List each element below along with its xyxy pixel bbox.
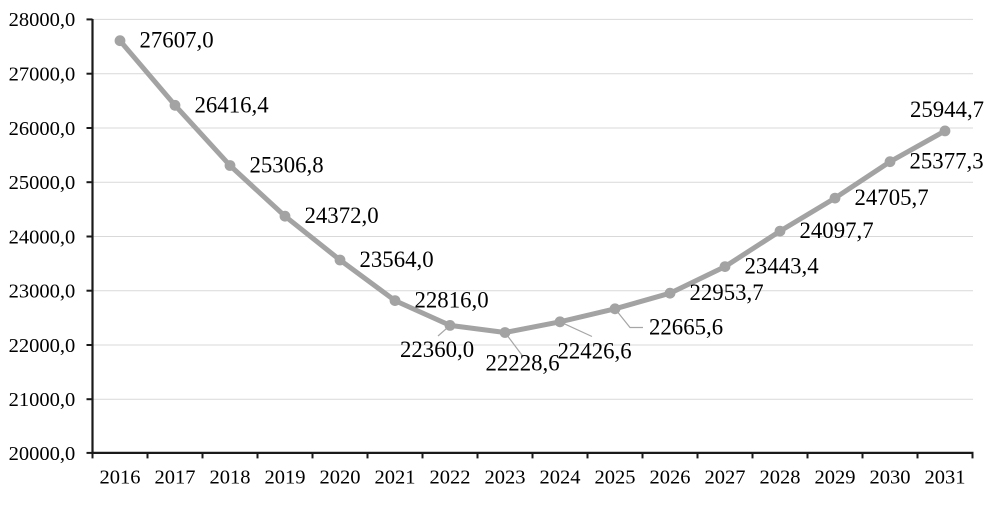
svg-text:22816,0: 22816,0 [415,288,489,313]
svg-text:2021: 2021 [375,467,416,489]
svg-text:25944,7: 25944,7 [910,97,984,122]
svg-text:27607,0: 27607,0 [140,28,214,53]
svg-text:2016: 2016 [100,467,141,489]
svg-text:2022: 2022 [430,467,471,489]
svg-text:26416,4: 26416,4 [195,92,270,117]
svg-text:2030: 2030 [870,467,911,489]
svg-text:24000,0: 24000,0 [9,226,76,248]
svg-text:2023: 2023 [485,467,526,489]
svg-text:25000,0: 25000,0 [9,172,76,194]
svg-text:2031: 2031 [925,467,966,489]
svg-text:2020: 2020 [320,467,361,489]
svg-text:23443,4: 23443,4 [745,254,820,279]
svg-text:28000,0: 28000,0 [9,9,76,31]
svg-text:23000,0: 23000,0 [9,281,76,303]
svg-text:24372,0: 24372,0 [305,203,379,228]
svg-text:2019: 2019 [265,467,306,489]
svg-text:21000,0: 21000,0 [9,389,76,411]
svg-text:27000,0: 27000,0 [9,64,76,86]
svg-text:25306,8: 25306,8 [250,153,324,178]
svg-text:20000,0: 20000,0 [9,443,76,465]
svg-text:2026: 2026 [650,467,691,489]
svg-text:23564,0: 23564,0 [360,247,434,272]
svg-text:2017: 2017 [155,467,196,489]
svg-text:2024: 2024 [540,467,581,489]
svg-text:24097,7: 24097,7 [800,218,874,243]
svg-text:24705,7: 24705,7 [855,185,929,210]
svg-text:22426,6: 22426,6 [558,338,632,363]
svg-text:22360,0: 22360,0 [400,337,474,362]
svg-text:2025: 2025 [595,467,636,489]
svg-text:22228,6: 22228,6 [486,350,560,375]
svg-text:22000,0: 22000,0 [9,335,76,357]
svg-text:2018: 2018 [210,467,251,489]
svg-text:26000,0: 26000,0 [9,118,76,140]
svg-text:25377,3: 25377,3 [910,149,984,174]
svg-text:22665,6: 22665,6 [649,314,723,339]
svg-text:22953,7: 22953,7 [690,280,764,305]
svg-text:2029: 2029 [815,467,856,489]
svg-text:2027: 2027 [705,467,746,489]
svg-text:2028: 2028 [760,467,801,489]
